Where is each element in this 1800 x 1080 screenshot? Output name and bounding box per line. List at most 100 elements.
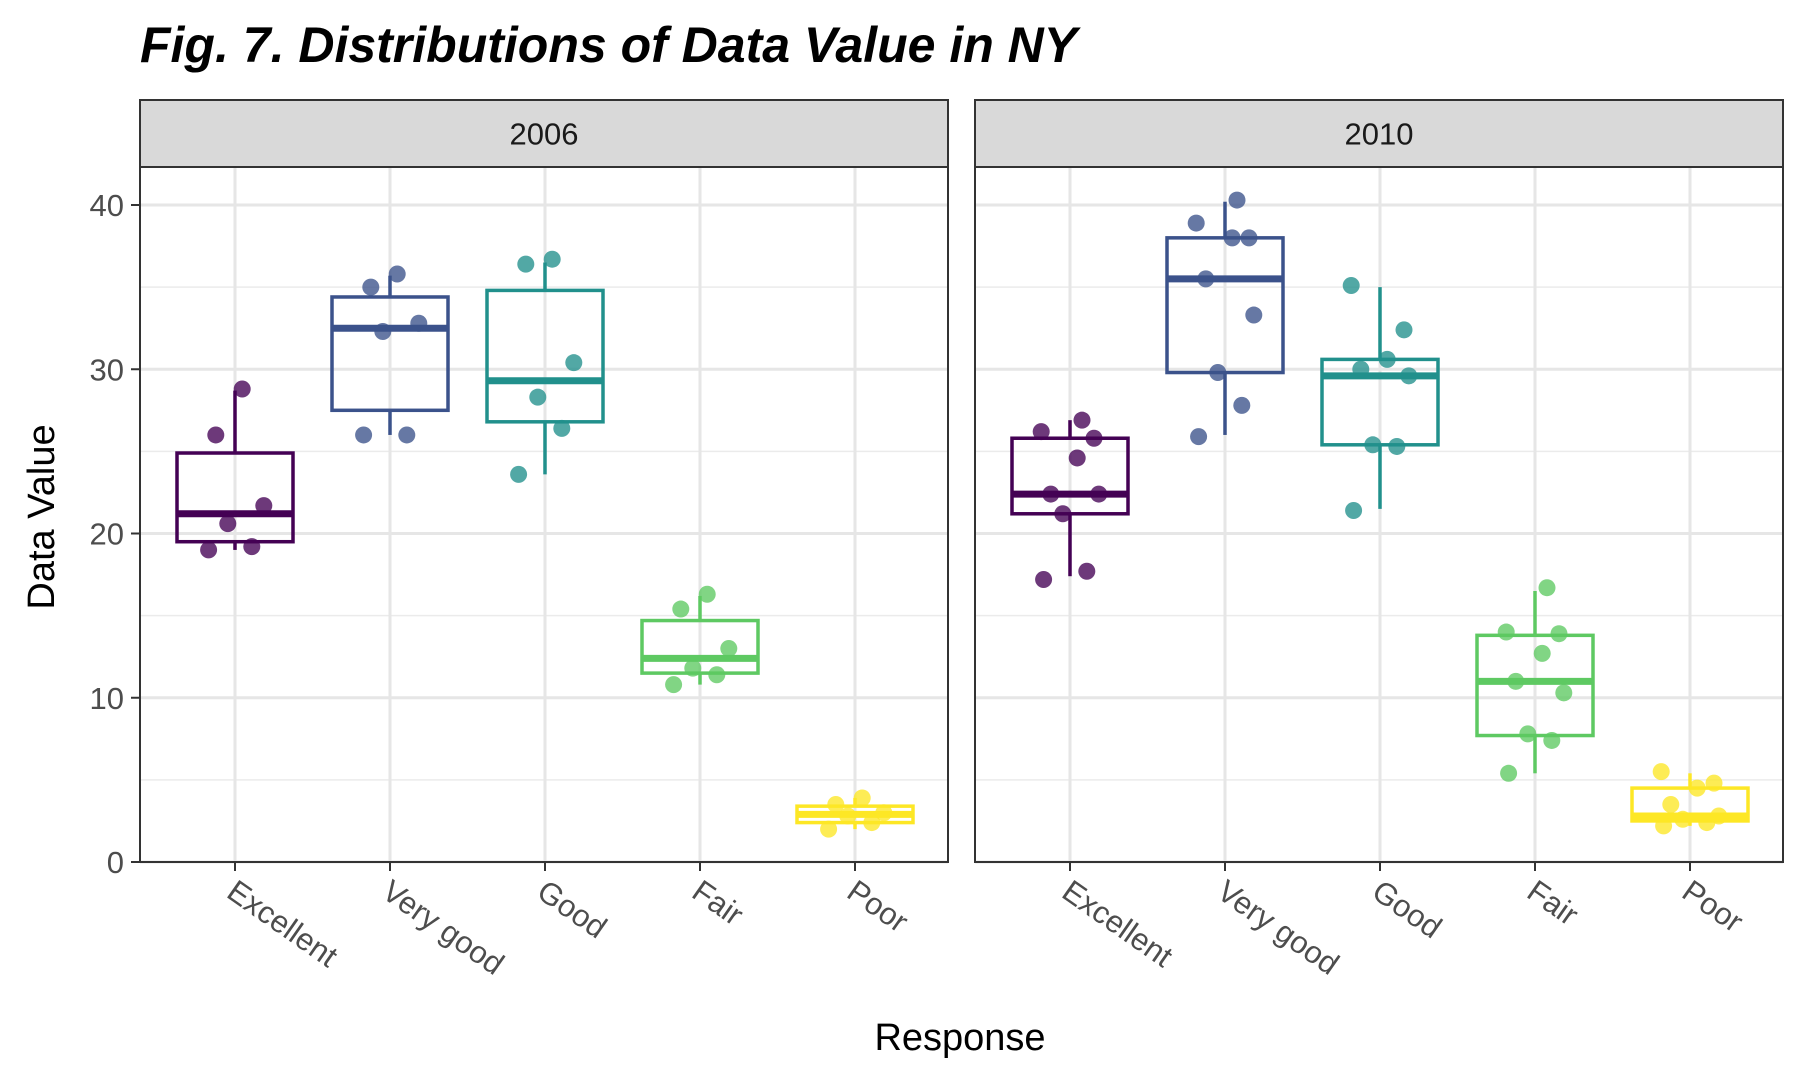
data-point bbox=[1085, 429, 1103, 447]
box-iqr bbox=[330, 295, 450, 413]
data-point bbox=[1233, 396, 1251, 414]
data-point bbox=[355, 426, 373, 444]
data-point bbox=[1078, 562, 1096, 580]
x-tick-label: Good bbox=[1366, 873, 1448, 945]
data-point bbox=[1035, 570, 1053, 588]
data-point bbox=[1187, 214, 1205, 232]
data-point bbox=[1228, 191, 1246, 209]
y-tick-label: 20 bbox=[90, 517, 124, 552]
data-point bbox=[665, 676, 683, 694]
y-tick-label: 0 bbox=[107, 845, 124, 880]
data-point bbox=[1240, 229, 1258, 247]
data-point bbox=[863, 814, 881, 832]
data-point bbox=[1400, 367, 1418, 385]
data-point bbox=[1032, 423, 1050, 441]
box-fair bbox=[640, 585, 760, 694]
data-point bbox=[1500, 764, 1518, 782]
data-point bbox=[875, 804, 893, 822]
data-point bbox=[243, 538, 261, 556]
data-point bbox=[1550, 625, 1568, 643]
data-point bbox=[200, 541, 218, 559]
data-point bbox=[1342, 276, 1360, 294]
facet-panel-2006: 2006 Excellent Very good Good Fair Poor 0 10 20 3… bbox=[90, 99, 949, 982]
facet-strip bbox=[139, 99, 949, 168]
data-point bbox=[1068, 449, 1086, 467]
box-excellent bbox=[1010, 411, 1130, 588]
x-tick-label: Very good bbox=[376, 873, 510, 982]
data-point bbox=[1090, 485, 1108, 503]
data-point bbox=[1345, 502, 1363, 520]
x-axis-title: Response bbox=[874, 1017, 1045, 1059]
data-point bbox=[410, 314, 428, 332]
data-point bbox=[839, 807, 857, 825]
facet-panel-2010: 2010 Excellent Very good Good Fair Poor bbox=[974, 99, 1784, 982]
data-point bbox=[1662, 796, 1680, 814]
facet-panels: 2006 Excellent Very good Good Fair Poor 0 10 20 3… bbox=[90, 99, 1784, 982]
data-point bbox=[684, 659, 702, 677]
data-point bbox=[1533, 644, 1551, 662]
x-tick-label: Fair bbox=[686, 873, 750, 932]
data-point bbox=[1497, 623, 1515, 641]
data-point bbox=[827, 796, 845, 814]
data-point bbox=[853, 789, 871, 807]
facet-strip bbox=[974, 99, 1784, 168]
data-point bbox=[517, 255, 535, 273]
y-tick-label: 30 bbox=[90, 352, 124, 387]
data-point bbox=[1538, 579, 1556, 597]
facet-strip-label: 2006 bbox=[510, 117, 579, 152]
box-very-good bbox=[330, 265, 450, 444]
data-point bbox=[1364, 436, 1382, 454]
box-good bbox=[485, 250, 605, 483]
box-iqr bbox=[485, 288, 605, 424]
data-point bbox=[1378, 350, 1396, 368]
y-tick-label: 10 bbox=[90, 681, 124, 716]
box-poor bbox=[795, 789, 915, 838]
data-point bbox=[543, 250, 561, 268]
data-point bbox=[672, 600, 690, 618]
data-point bbox=[219, 515, 237, 533]
data-point bbox=[1688, 779, 1706, 797]
x-tick-label: Fair bbox=[1521, 873, 1585, 932]
data-point bbox=[1674, 810, 1692, 828]
box-fair bbox=[1475, 579, 1595, 782]
data-point bbox=[398, 426, 416, 444]
data-point bbox=[708, 666, 726, 684]
y-tick-label: 40 bbox=[90, 188, 124, 223]
x-tick-label: Excellent bbox=[1056, 873, 1179, 974]
data-point bbox=[529, 388, 547, 406]
data-point bbox=[388, 265, 406, 283]
data-point bbox=[1352, 360, 1370, 378]
data-point bbox=[1507, 672, 1525, 690]
data-point bbox=[565, 354, 583, 372]
data-point bbox=[362, 278, 380, 296]
data-point bbox=[1223, 229, 1241, 247]
data-point bbox=[1519, 725, 1537, 743]
data-point bbox=[1245, 306, 1263, 324]
data-point bbox=[510, 465, 528, 483]
data-point bbox=[1054, 505, 1072, 523]
x-tick-label: Poor bbox=[1676, 873, 1750, 939]
data-point bbox=[1190, 428, 1208, 446]
data-point bbox=[1655, 817, 1673, 835]
x-tick-label: Very good bbox=[1211, 873, 1345, 982]
data-point bbox=[720, 639, 738, 657]
data-point bbox=[1652, 763, 1670, 781]
box-excellent bbox=[175, 380, 295, 559]
box-good bbox=[1320, 276, 1440, 520]
data-point bbox=[255, 497, 273, 515]
box-poor bbox=[1630, 763, 1750, 835]
data-point bbox=[1209, 364, 1227, 382]
data-point bbox=[1705, 774, 1723, 792]
data-point bbox=[1073, 411, 1091, 429]
x-tick-label: Good bbox=[531, 873, 613, 945]
chart-title: Fig. 7. Distributions of Data Value in N… bbox=[140, 17, 1082, 73]
x-tick-label: Excellent bbox=[221, 873, 344, 974]
data-point bbox=[233, 380, 251, 398]
data-point bbox=[1710, 807, 1728, 825]
data-point bbox=[1395, 321, 1413, 339]
facet-strip-label: 2010 bbox=[1345, 117, 1414, 152]
x-tick-label: Poor bbox=[841, 873, 915, 939]
data-point bbox=[1555, 684, 1573, 702]
data-point bbox=[374, 322, 392, 340]
data-point bbox=[698, 585, 716, 603]
